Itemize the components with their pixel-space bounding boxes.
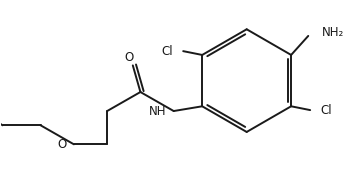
Text: Cl: Cl: [161, 45, 173, 58]
Text: Cl: Cl: [321, 104, 332, 117]
Text: NH: NH: [148, 105, 166, 118]
Text: O: O: [124, 51, 134, 64]
Text: O: O: [57, 138, 66, 151]
Text: NH₂: NH₂: [321, 26, 344, 39]
